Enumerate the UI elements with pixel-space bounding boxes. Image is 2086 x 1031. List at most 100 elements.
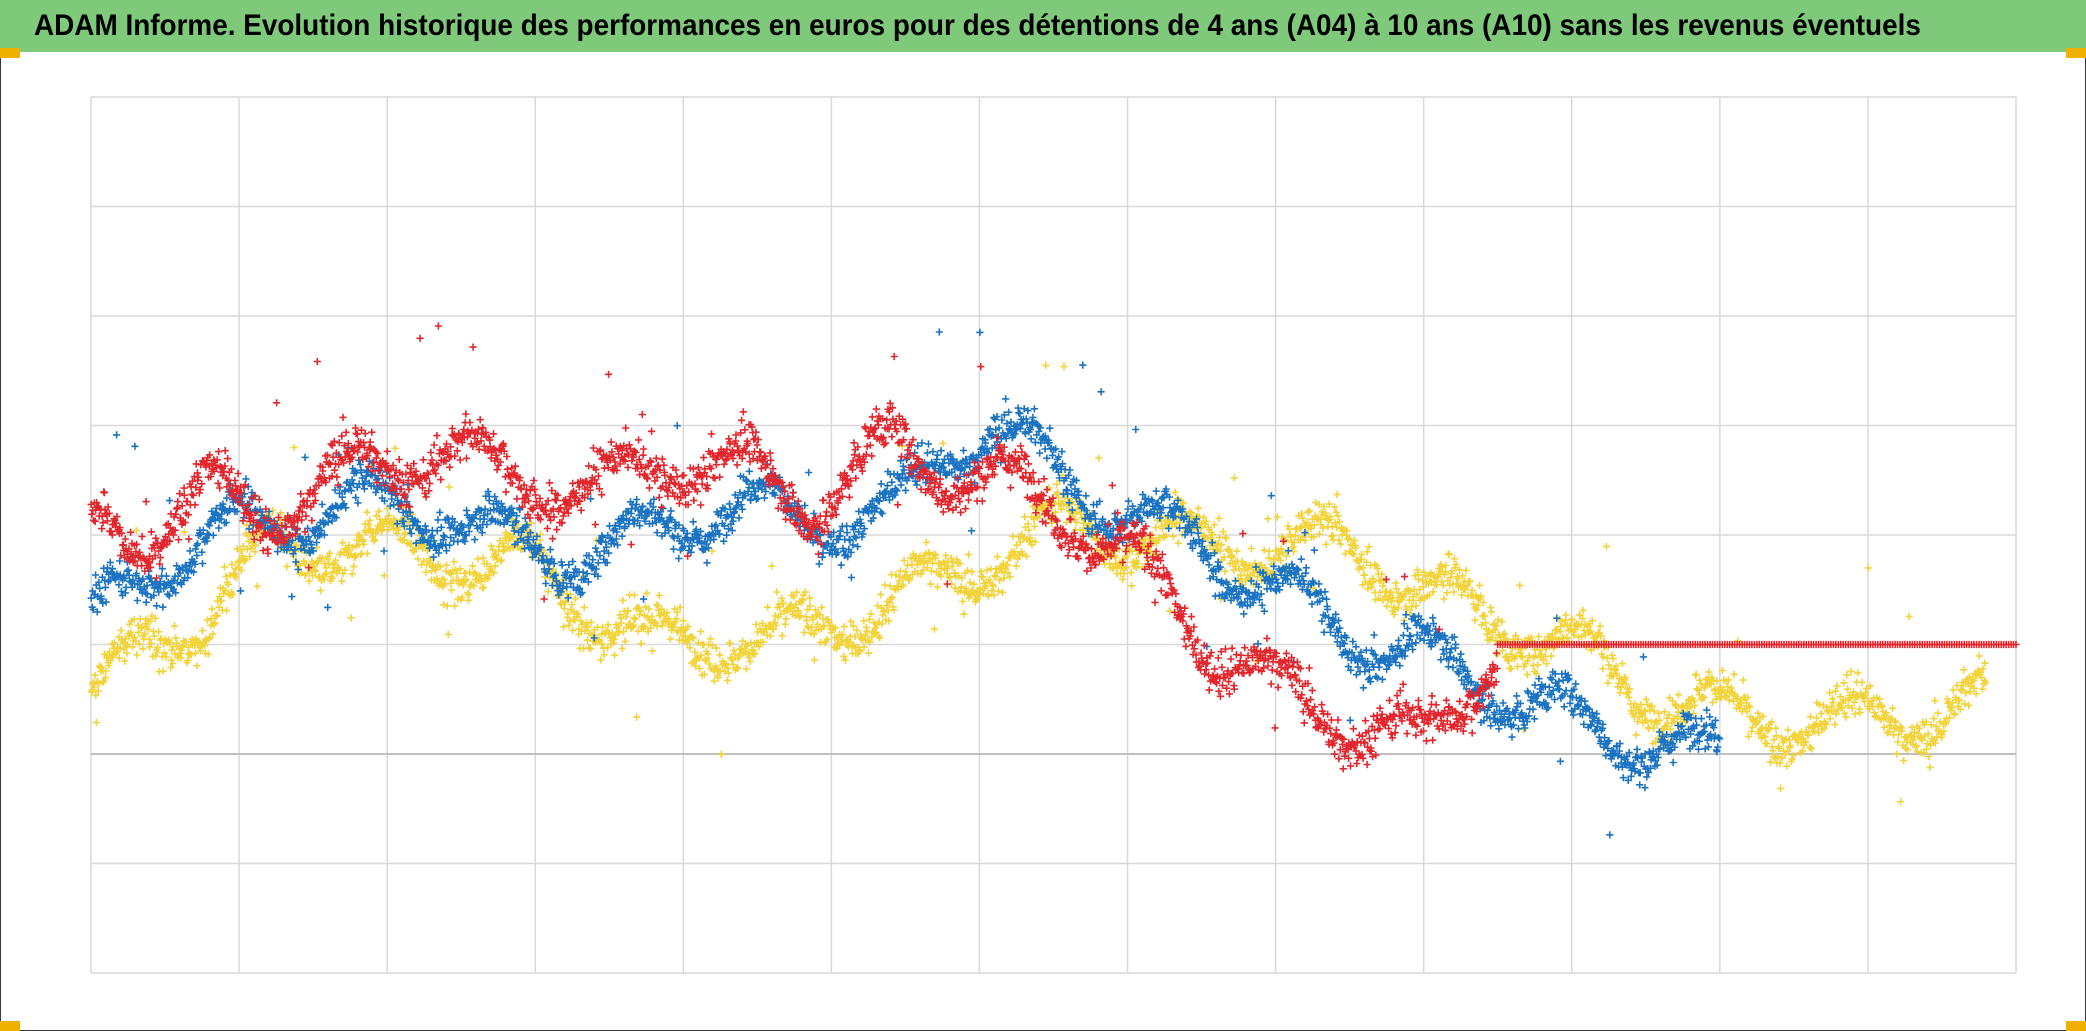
data-point bbox=[113, 431, 121, 439]
data-point bbox=[509, 533, 517, 541]
data-point bbox=[1692, 670, 1700, 678]
data-point bbox=[407, 529, 415, 537]
data-point bbox=[691, 648, 699, 656]
data-point bbox=[618, 644, 626, 652]
data-point bbox=[215, 524, 223, 532]
data-point bbox=[1596, 622, 1604, 630]
data-point bbox=[1320, 628, 1328, 636]
data-point bbox=[1012, 562, 1020, 570]
data-point bbox=[641, 622, 649, 631]
data-point bbox=[318, 500, 326, 508]
data-point bbox=[667, 507, 675, 515]
data-point bbox=[923, 449, 931, 457]
data-point bbox=[215, 592, 224, 601]
data-point bbox=[599, 623, 607, 631]
data-point bbox=[180, 528, 188, 536]
data-point bbox=[621, 637, 629, 645]
data-point bbox=[1535, 632, 1543, 641]
data-point bbox=[704, 650, 712, 658]
data-point bbox=[935, 328, 943, 336]
data-point bbox=[1806, 713, 1814, 721]
data-point bbox=[135, 628, 143, 636]
data-point bbox=[192, 541, 201, 550]
data-point bbox=[1813, 714, 1821, 722]
data-point bbox=[584, 623, 592, 631]
series-3 bbox=[87, 322, 2020, 773]
data-point bbox=[1318, 617, 1326, 625]
data-point bbox=[1445, 551, 1453, 559]
data-point bbox=[1949, 686, 1957, 694]
data-point bbox=[237, 547, 245, 555]
data-point bbox=[683, 639, 691, 647]
data-point bbox=[105, 661, 113, 670]
data-point bbox=[1697, 715, 1705, 723]
data-point bbox=[331, 556, 340, 564]
data-point bbox=[1457, 650, 1465, 658]
data-point bbox=[1772, 724, 1780, 732]
data-point bbox=[730, 646, 738, 654]
data-point bbox=[877, 480, 885, 488]
data-point bbox=[616, 611, 624, 619]
data-point bbox=[597, 656, 605, 664]
data-point bbox=[669, 545, 678, 553]
data-point bbox=[1264, 515, 1272, 523]
data-point bbox=[705, 641, 713, 649]
data-point bbox=[497, 556, 505, 564]
data-point bbox=[716, 651, 724, 659]
data-point bbox=[959, 597, 967, 606]
data-point bbox=[1817, 710, 1825, 718]
data-point bbox=[580, 603, 588, 611]
data-point bbox=[356, 532, 364, 540]
data-point bbox=[1079, 361, 1087, 369]
data-point bbox=[705, 660, 713, 668]
data-point bbox=[1493, 651, 1501, 659]
data-point bbox=[614, 541, 622, 549]
data-point bbox=[426, 557, 434, 565]
data-point bbox=[1495, 725, 1503, 733]
data-point bbox=[479, 583, 488, 591]
data-point bbox=[557, 601, 565, 609]
data-point bbox=[841, 656, 849, 664]
data-point bbox=[94, 687, 102, 695]
data-point bbox=[1305, 507, 1313, 515]
data-point bbox=[1370, 631, 1378, 639]
data-point bbox=[930, 625, 938, 633]
data-point bbox=[712, 644, 720, 652]
data-point bbox=[1066, 466, 1074, 474]
data-point bbox=[902, 486, 910, 494]
data-point bbox=[1843, 671, 1851, 679]
data-point bbox=[132, 526, 140, 534]
data-point bbox=[147, 639, 155, 647]
data-point bbox=[215, 603, 223, 611]
data-point bbox=[371, 536, 379, 544]
data-point bbox=[1602, 542, 1610, 550]
data-point bbox=[810, 656, 818, 664]
data-point bbox=[224, 580, 232, 589]
data-point bbox=[1225, 545, 1233, 553]
data-point bbox=[326, 549, 334, 557]
data-point bbox=[1124, 497, 1133, 505]
data-point bbox=[1267, 492, 1275, 500]
gridlines bbox=[90, 96, 2017, 974]
data-point bbox=[587, 618, 595, 626]
data-point bbox=[722, 660, 730, 668]
data-point bbox=[766, 632, 774, 640]
data-point bbox=[304, 569, 312, 577]
data-point bbox=[729, 661, 737, 669]
data-point bbox=[1951, 711, 1959, 719]
data-point bbox=[110, 639, 119, 647]
data-point bbox=[710, 677, 718, 685]
data-point bbox=[487, 542, 495, 550]
data-point bbox=[452, 566, 460, 574]
data-point bbox=[1233, 547, 1241, 555]
data-point bbox=[1905, 612, 1913, 620]
data-point bbox=[135, 640, 143, 648]
data-point bbox=[187, 651, 195, 659]
data-point bbox=[253, 582, 261, 590]
data-point bbox=[305, 577, 313, 585]
data-point bbox=[169, 659, 177, 668]
data-point bbox=[877, 508, 885, 516]
data-point bbox=[1082, 492, 1090, 500]
data-point bbox=[1897, 798, 1905, 806]
data-point bbox=[1669, 758, 1677, 767]
